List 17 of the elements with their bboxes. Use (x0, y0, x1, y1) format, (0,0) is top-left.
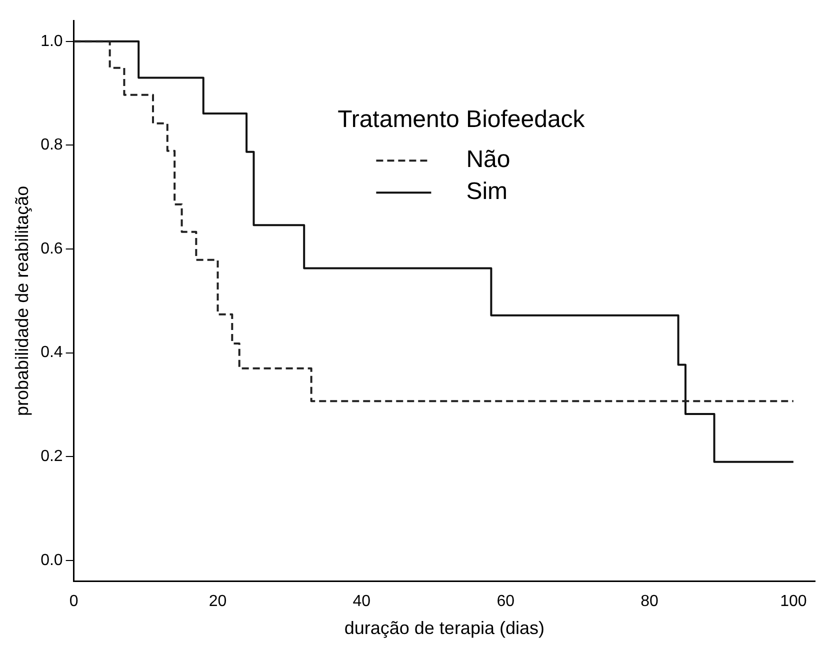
legend-label: Não (466, 146, 510, 174)
y-tick-label: 0.4 (40, 344, 63, 362)
y-axis-title: probabilidade de reabilitação (12, 186, 32, 416)
x-tick-label: 60 (496, 593, 515, 610)
x-tick-label: 0 (69, 593, 78, 610)
x-tick-label: 20 (208, 593, 227, 610)
x-tick-label: 40 (352, 593, 371, 610)
y-tick-label: 0.8 (40, 136, 63, 154)
x-tick-label: 100 (780, 593, 807, 610)
x-tick-label: 80 (640, 593, 658, 610)
y-tick-label: 1.0 (40, 32, 63, 50)
y-tick-label: 0.0 (40, 552, 63, 569)
legend-title: Tratamento Biofeedack (338, 106, 586, 134)
legend-label: Sim (466, 178, 508, 206)
y-tick-label: 0.6 (40, 240, 63, 258)
x-axis-title: duração de terapia (dias) (344, 618, 544, 638)
y-tick-label: 0.2 (40, 448, 63, 466)
